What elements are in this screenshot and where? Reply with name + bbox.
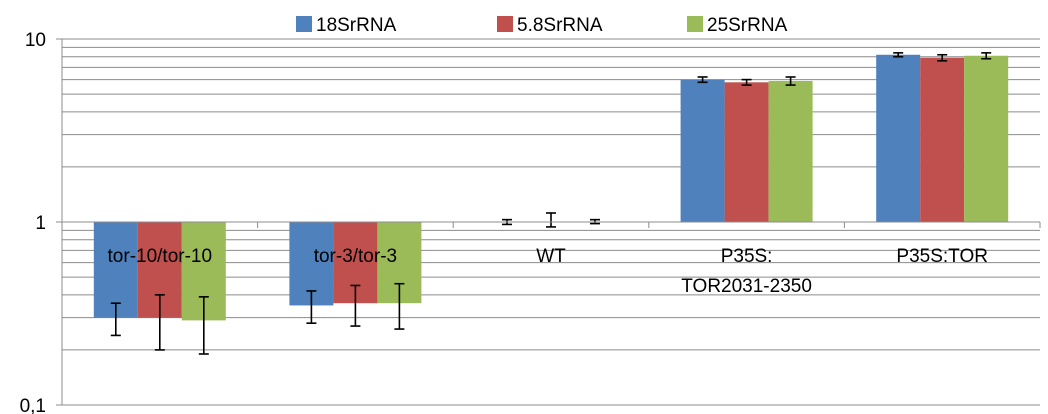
category-label: P35S: bbox=[721, 246, 773, 267]
legend-swatch bbox=[687, 16, 703, 32]
bar bbox=[964, 55, 1009, 223]
bar bbox=[724, 82, 769, 222]
category-label: tor-3/tor-3 bbox=[314, 246, 397, 267]
category-label: WT bbox=[536, 246, 566, 267]
bar bbox=[768, 80, 813, 222]
bar bbox=[876, 54, 921, 222]
category-label: TOR2031-2350 bbox=[681, 276, 812, 297]
error-bars bbox=[110, 52, 992, 355]
bar bbox=[680, 79, 725, 222]
bar-series bbox=[93, 54, 1009, 321]
bar bbox=[920, 57, 965, 223]
bar bbox=[93, 222, 138, 318]
legend-label: 18SrRNA bbox=[316, 15, 397, 36]
y-tick-label: 1 bbox=[35, 213, 46, 234]
legend-label: 5.8SrRNA bbox=[517, 15, 603, 36]
y-tick-labels: 0,1 1 10 bbox=[20, 30, 46, 414]
axes bbox=[56, 38, 1041, 406]
category-label: tor-10/tor-10 bbox=[108, 246, 213, 267]
legend: 18SrRNA 5.8SrRNA 25SrRNA bbox=[296, 15, 788, 36]
category-labels: tor-10/tor-10 tor-3/tor-3 WT P35S: TOR2031-2… bbox=[108, 246, 988, 297]
y-tick-label: 10 bbox=[25, 30, 46, 51]
legend-swatch bbox=[497, 16, 513, 32]
y-tick-label: 0,1 bbox=[20, 396, 46, 414]
category-label: P35S:TOR bbox=[896, 246, 988, 267]
legend-swatch bbox=[296, 16, 312, 32]
legend-label: 25SrRNA bbox=[707, 15, 788, 36]
